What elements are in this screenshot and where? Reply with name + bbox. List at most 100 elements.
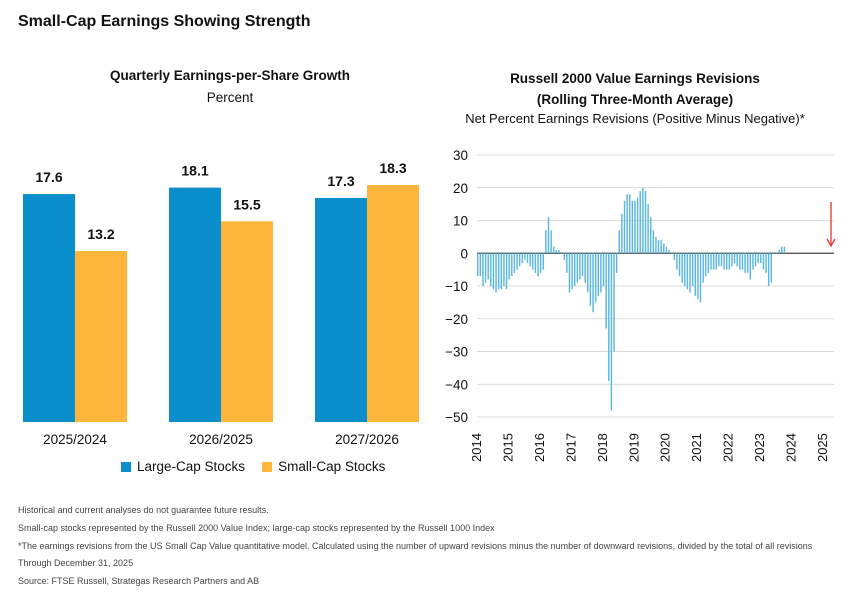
revisions-bar <box>550 230 552 254</box>
eps-category-label-0: 2025/2024 <box>43 432 107 447</box>
revisions-bar <box>589 253 592 306</box>
revisions-bar <box>492 253 495 290</box>
revisions-bar <box>644 191 647 254</box>
revisions-bar <box>545 230 547 254</box>
revisions-bar <box>495 253 497 293</box>
revisions-bar <box>718 253 720 267</box>
revisions-bar <box>778 249 780 254</box>
revisions-x-tick-5: 2019 <box>626 433 641 462</box>
eps-bar-label-large-cap-1: 18.1 <box>181 163 208 179</box>
footnote-source: Source: FTSE Russell, Strategas Research… <box>18 576 260 587</box>
revisions-bar <box>746 253 749 273</box>
revisions-bar <box>505 253 508 290</box>
revisions-bar <box>752 253 754 270</box>
revisions-bar <box>587 253 589 293</box>
revisions-bar <box>563 253 565 260</box>
revisions-bar <box>665 246 668 254</box>
revisions-x-tick-1: 2015 <box>500 433 515 462</box>
revisions-x-tick-4: 2018 <box>595 433 610 462</box>
revisions-bar <box>534 253 537 273</box>
revisions-bar <box>560 253 563 254</box>
revisions-y-tick-7: −40 <box>445 377 468 392</box>
eps-bar-label-large-cap-2: 17.3 <box>327 173 354 189</box>
footnote-date: Through December 31, 2025 <box>18 558 134 569</box>
revisions-chart-title: Russell 2000 Value Earnings Revisions (R… <box>425 68 845 110</box>
revisions-bar <box>770 253 773 283</box>
revisions-bar <box>608 253 610 381</box>
revisions-bar <box>655 236 657 254</box>
revisions-bar <box>636 197 639 254</box>
revisions-bar <box>757 253 759 264</box>
revisions-bar <box>573 253 576 286</box>
revisions-bar <box>553 246 555 254</box>
revisions-x-tick-8: 2022 <box>721 433 736 462</box>
revisions-bar <box>629 194 631 254</box>
revisions-bar <box>516 253 518 270</box>
revisions-bar <box>571 253 573 290</box>
revisions-bar <box>749 253 752 280</box>
revisions-bar <box>639 191 641 254</box>
revisions-x-tick-10: 2024 <box>784 433 799 462</box>
eps-bar-chart: 17.6 13.2 2025/2024 18.1 15.5 2026/2025 17.3 18… <box>23 160 419 447</box>
revisions-bar <box>568 253 571 293</box>
revisions-bar <box>508 253 510 280</box>
revisions-bar <box>731 253 733 267</box>
revisions-x-tick-9: 2023 <box>752 433 767 462</box>
revisions-bar <box>539 253 542 273</box>
eps-category-label-1: 2026/2025 <box>189 432 253 447</box>
revisions-bar <box>518 253 521 267</box>
eps-bar-large-cap-1 <box>169 187 221 422</box>
revisions-bar <box>542 253 544 270</box>
revisions-bar <box>741 253 744 270</box>
revisions-bar <box>657 240 660 254</box>
revisions-bar <box>618 230 620 254</box>
revisions-bar <box>726 253 728 270</box>
revisions-bar <box>613 253 615 352</box>
revisions-bar <box>723 253 725 270</box>
revisions-bar <box>736 253 738 267</box>
revisions-bar <box>670 253 673 254</box>
revisions-bar <box>537 253 539 277</box>
revisions-bar <box>712 253 715 270</box>
revisions-bar <box>602 253 605 286</box>
revisions-bar <box>513 253 516 273</box>
revisions-bar <box>715 253 717 270</box>
revisions-bar <box>733 253 736 264</box>
revisions-bar <box>760 253 762 264</box>
revisions-bar <box>579 253 581 280</box>
revisions-bar <box>555 249 558 254</box>
revisions-bar <box>647 204 649 254</box>
revisions-bar <box>781 246 783 254</box>
footnotes: Historical and current analyses do not g… <box>18 502 812 591</box>
revisions-bar <box>558 249 560 254</box>
revisions-bar <box>681 253 683 283</box>
revisions-bar <box>642 187 644 254</box>
revisions-bar <box>487 253 489 280</box>
revisions-bar <box>705 253 707 277</box>
revisions-x-tick-2: 2016 <box>532 433 547 462</box>
revisions-bar <box>652 230 655 254</box>
charts-canvas: 17.6 13.2 2025/2024 18.1 15.5 2026/2025 17.3 18… <box>23 148 836 462</box>
revisions-bar <box>691 253 694 286</box>
revisions-bar <box>634 200 636 254</box>
legend-label-small-cap: Small-Cap Stocks <box>278 459 386 474</box>
annotation-arrow-head <box>826 238 836 248</box>
revisions-bar <box>547 217 550 254</box>
revisions-bar <box>511 253 513 277</box>
revisions-bar <box>484 253 487 283</box>
legend-swatch-large-cap <box>121 461 131 472</box>
revisions-bar <box>702 253 704 283</box>
revisions-bar <box>503 253 505 286</box>
revisions-bar <box>673 253 676 260</box>
revisions-y-tick-6: −30 <box>445 345 468 360</box>
eps-bar-large-cap-0 <box>23 194 75 422</box>
revisions-x-tick-0: 2014 <box>469 433 484 462</box>
revisions-y-tick-1: 20 <box>453 181 468 196</box>
eps-legend: Large-Cap Stocks Small-Cap Stocks <box>121 459 402 474</box>
revisions-bar <box>783 246 786 254</box>
eps-bar-label-small-cap-0: 13.2 <box>87 226 114 242</box>
legend-item-small-cap: Small-Cap Stocks <box>262 459 385 474</box>
revisions-bar <box>626 194 628 254</box>
revisions-bar <box>610 253 613 411</box>
